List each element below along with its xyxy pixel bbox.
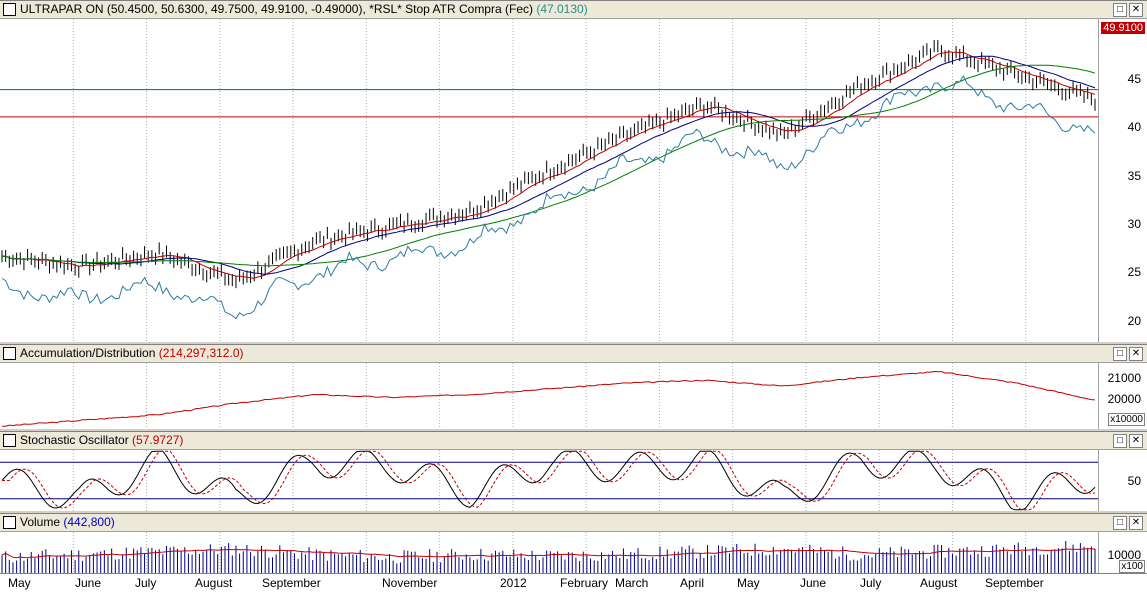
y-tick: 10000 bbox=[1107, 548, 1141, 562]
ad-pane-header: Accumulation/Distribution (214,297,312.0… bbox=[0, 345, 1147, 363]
ad-multiplier: x10000 bbox=[1108, 413, 1145, 426]
pane-icon[interactable] bbox=[3, 434, 16, 447]
ad-pane: Accumulation/Distribution (214,297,312.0… bbox=[0, 344, 1147, 429]
x-tick: June bbox=[75, 576, 102, 590]
ohlc-values: (50.4500, 50.6300, 49.7500, 49.9100, -0.… bbox=[106, 2, 366, 16]
volume-multiplier: x100 bbox=[1119, 560, 1145, 573]
stoch-value: (57.9727) bbox=[132, 433, 184, 447]
x-tick: August bbox=[195, 576, 233, 590]
volume-value: (442,800) bbox=[63, 515, 115, 529]
volume-plot bbox=[1, 532, 1096, 574]
volume-pane-header: Volume (442,800) □ ✕ bbox=[0, 514, 1147, 532]
y-tick: 50 bbox=[1127, 474, 1141, 488]
y-tick: 35 bbox=[1127, 169, 1141, 183]
x-tick: July bbox=[860, 576, 882, 590]
x-tick: August bbox=[920, 576, 958, 590]
x-tick: April bbox=[680, 576, 705, 590]
stoch-pane: Stochastic Oscillator (57.9727) □ ✕ 50 bbox=[0, 431, 1147, 511]
x-tick: September bbox=[262, 576, 321, 590]
volume-pane-title: Volume (442,800) bbox=[20, 515, 115, 529]
stoch-pane-header: Stochastic Oscillator (57.9727) □ ✕ bbox=[0, 432, 1147, 450]
y-tick: 25 bbox=[1127, 265, 1141, 279]
y-tick: 45 bbox=[1127, 72, 1141, 86]
close-button[interactable]: ✕ bbox=[1129, 434, 1143, 448]
mid-ma-line bbox=[1, 55, 1096, 275]
close-button[interactable]: ✕ bbox=[1129, 347, 1143, 361]
price-plot bbox=[0, 19, 1099, 342]
indicator-value: (47.0130) bbox=[536, 2, 588, 16]
rsl-stop-line bbox=[1, 74, 1096, 320]
volume-title: Volume bbox=[20, 515, 61, 529]
stoch-title: Stochastic Oscillator bbox=[20, 433, 129, 447]
indicator-name: *RSL* Stop ATR Compra (Fec) bbox=[369, 2, 533, 16]
price-pane-title: ULTRAPAR ON (50.4500, 50.6300, 49.7500, … bbox=[20, 2, 588, 16]
y-tick: 40 bbox=[1127, 120, 1141, 134]
price-pane-header: ULTRAPAR ON (50.4500, 50.6300, 49.7500, … bbox=[0, 1, 1147, 19]
volume-y-axis: 10000 x100 bbox=[1098, 532, 1147, 574]
stoch-plot bbox=[0, 450, 1099, 511]
ad-title: Accumulation/Distribution bbox=[20, 346, 156, 360]
ad-y-axis: 21000 20000 x10000 bbox=[1098, 363, 1147, 429]
x-tick: May bbox=[737, 576, 760, 590]
long-ma-line bbox=[1, 64, 1096, 267]
volume-pane: Volume (442,800) □ ✕ 10000 x100 bbox=[0, 513, 1147, 574]
y-tick: 20000 bbox=[1107, 392, 1141, 406]
x-tick: September bbox=[985, 576, 1044, 590]
x-tick: July bbox=[135, 576, 157, 590]
ad-line bbox=[1, 370, 1096, 427]
x-tick: May bbox=[8, 576, 31, 590]
y-tick: 30 bbox=[1127, 217, 1141, 231]
maximize-button[interactable]: □ bbox=[1113, 516, 1127, 530]
close-button[interactable]: ✕ bbox=[1129, 516, 1143, 530]
y-tick: 20 bbox=[1127, 314, 1141, 328]
ad-plot bbox=[1, 363, 1096, 429]
x-tick: June bbox=[800, 576, 827, 590]
last-price-badge: 49.9100 bbox=[1101, 22, 1145, 34]
stoch-y-axis: 50 bbox=[1098, 450, 1147, 511]
maximize-button[interactable]: □ bbox=[1113, 434, 1127, 448]
price-pane: ULTRAPAR ON (50.4500, 50.6300, 49.7500, … bbox=[0, 0, 1147, 342]
ad-value: (214,297,312.0) bbox=[158, 346, 244, 360]
x-tick: March bbox=[615, 576, 649, 590]
x-tick: November bbox=[382, 576, 438, 590]
short-ma-line bbox=[1, 51, 1096, 279]
y-tick: 21000 bbox=[1107, 371, 1141, 385]
x-axis: May June July August September November … bbox=[0, 573, 1147, 593]
symbol-name: ULTRAPAR ON bbox=[20, 2, 104, 16]
pane-icon[interactable] bbox=[3, 3, 16, 16]
stoch-k-line bbox=[1, 450, 1096, 511]
stoch-d-line bbox=[2, 450, 1096, 511]
price-y-axis: 49.9100 45 40 35 30 25 20 bbox=[1098, 19, 1147, 342]
volume-ma-line bbox=[1, 548, 1096, 559]
pane-icon[interactable] bbox=[3, 347, 16, 360]
maximize-button[interactable]: □ bbox=[1113, 3, 1127, 17]
maximize-button[interactable]: □ bbox=[1113, 347, 1127, 361]
stoch-pane-title: Stochastic Oscillator (57.9727) bbox=[20, 433, 183, 447]
x-tick: February bbox=[560, 576, 609, 590]
ad-pane-title: Accumulation/Distribution (214,297,312.0… bbox=[20, 346, 243, 360]
pane-icon[interactable] bbox=[3, 516, 16, 529]
x-tick: 2012 bbox=[500, 576, 527, 590]
close-button[interactable]: ✕ bbox=[1129, 3, 1143, 17]
